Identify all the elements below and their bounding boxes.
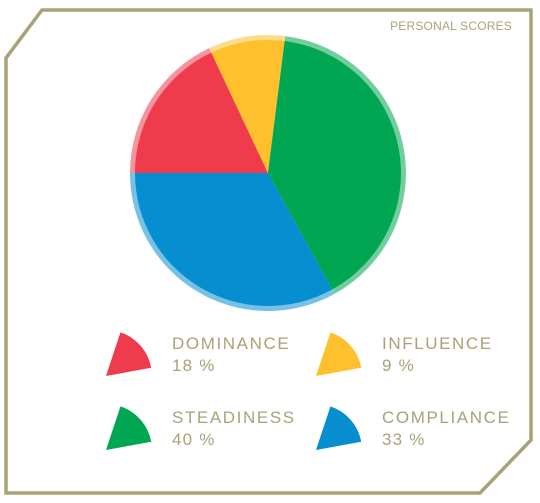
legend-item-influence: INFLUENCE 9 % xyxy=(316,330,516,390)
pie-slice-influence xyxy=(211,40,285,173)
legend-label-compliance: COMPLIANCE xyxy=(382,408,511,427)
pie-slice-compliance xyxy=(135,173,333,306)
legend-value-influence: 9 % xyxy=(382,356,415,375)
legend-value-steadiness: 40 % xyxy=(172,430,216,449)
legend-value-compliance: 33 % xyxy=(382,430,426,449)
legend-label-dominance: DOMINANCE xyxy=(172,334,291,353)
legend-swatch-steadiness xyxy=(106,406,152,450)
card-title: PERSONAL SCORES xyxy=(390,19,512,33)
legend-item-dominance: DOMINANCE 18 % xyxy=(106,330,306,390)
legend-label-steadiness: STEADINESS xyxy=(172,408,296,427)
pie-slices xyxy=(130,34,406,311)
legend-item-compliance: COMPLIANCE 33 % xyxy=(316,404,516,464)
legend-swatch-compliance xyxy=(316,406,362,450)
legend-swatch-influence xyxy=(316,332,362,376)
pie-slice-steadiness xyxy=(268,41,401,290)
influence-wedge-icon xyxy=(316,332,362,376)
compliance-wedge-icon xyxy=(316,406,362,450)
pie-slice-dominance xyxy=(135,52,268,173)
legend-value-dominance: 18 % xyxy=(172,356,216,375)
steadiness-wedge-icon xyxy=(106,406,152,450)
legend-label-influence: INFLUENCE xyxy=(382,334,493,353)
dominance-wedge-icon xyxy=(106,332,152,376)
legend-item-steadiness: STEADINESS 40 % xyxy=(106,404,306,464)
legend-swatch-dominance xyxy=(106,332,152,376)
